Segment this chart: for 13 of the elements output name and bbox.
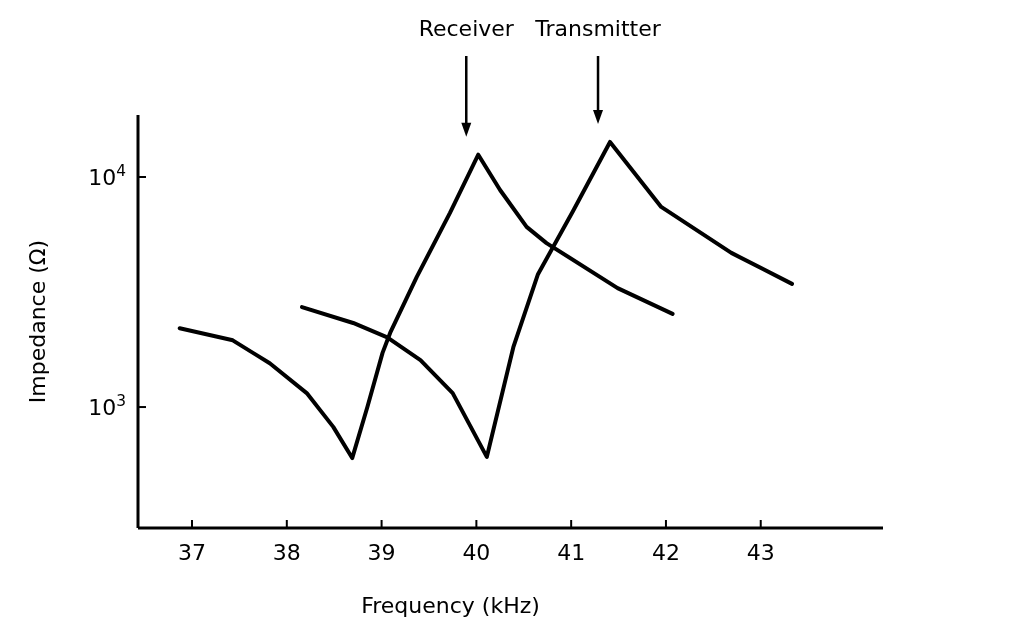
x-tick-label: 42 (651, 540, 680, 565)
x-tick-label: 40 (462, 540, 491, 565)
text: Transmitter (534, 16, 662, 41)
x-tick-label: 37 (178, 540, 207, 565)
x-tick-label: 43 (746, 540, 775, 565)
x-tick-label: 38 (272, 540, 301, 565)
x-tick-label: 41 (557, 540, 586, 565)
y-tick-label: 10$^{3}$ (88, 392, 126, 421)
text: Receiver (418, 16, 515, 41)
y-tick-label: 10$^{4}$ (88, 162, 126, 190)
y-axis-title: Impedance (Ω) (25, 239, 50, 404)
x-axis-title: Frequency (kHz) (361, 593, 540, 618)
x-tick-label: 39 (367, 540, 396, 565)
